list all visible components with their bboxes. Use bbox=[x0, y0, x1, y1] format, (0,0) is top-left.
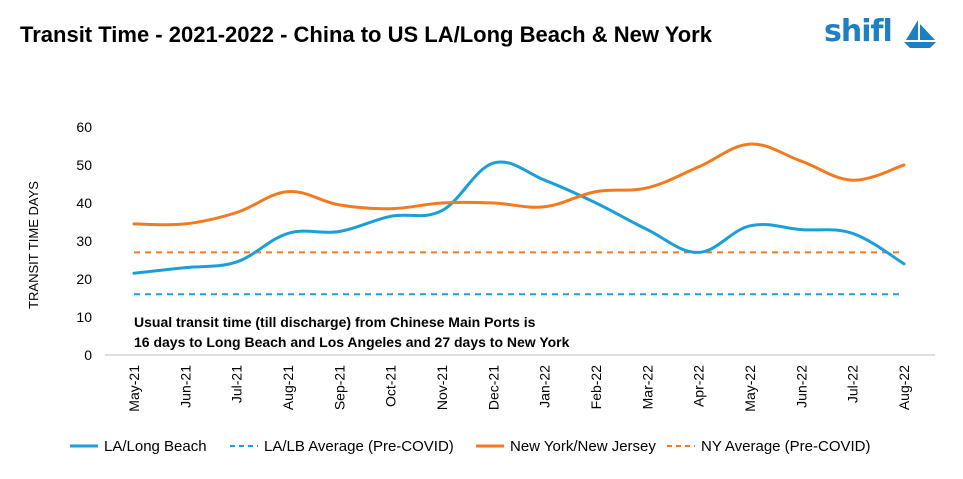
legend-item-la-long-beach: LA/Long Beach bbox=[70, 432, 207, 460]
legend-item-ny-average-pre-covid: NY Average (Pre-COVID) bbox=[667, 432, 871, 460]
x-tick-label: Feb-22 bbox=[588, 365, 604, 410]
x-tick-label: Aug-22 bbox=[896, 365, 912, 410]
legend: LA/Long Beach LA/LB Average (Pre-COVID) Ne… bbox=[0, 432, 963, 460]
legend-label: LA/LB Average (Pre-COVID) bbox=[264, 437, 454, 455]
y-tick-label: 60 bbox=[76, 119, 92, 135]
x-tick-label: May-21 bbox=[126, 365, 142, 412]
x-tick-label: Jun-22 bbox=[793, 365, 809, 408]
legend-label: LA/Long Beach bbox=[104, 437, 207, 455]
y-tick-label: 30 bbox=[76, 233, 92, 249]
chart-title: Transit Time - 2021-2022 - China to US L… bbox=[20, 22, 712, 47]
x-tick-label: Nov-21 bbox=[434, 365, 450, 410]
sailboat-icon bbox=[902, 18, 938, 55]
series-line-new-york-new-jersey bbox=[132, 142, 906, 227]
line-chart: 0 10 20 30 40 50 60 TRANSIT TIME DAYS May-21 Jun-… bbox=[26, 119, 935, 412]
y-tick-label: 20 bbox=[76, 271, 92, 287]
x-tick-label: Jul-21 bbox=[229, 365, 245, 403]
legend-item-la-lb-average-pre-covid: LA/LB Average (Pre-COVID) bbox=[230, 432, 454, 460]
legend-swatch bbox=[476, 444, 504, 448]
logo-text: shifl bbox=[824, 14, 893, 49]
x-tick-label: Sep-21 bbox=[331, 365, 347, 410]
x-tick-label: Jan-22 bbox=[537, 365, 553, 408]
annotation-text: 16 days to Long Beach and Los Angeles an… bbox=[134, 334, 570, 350]
y-tick-label: 40 bbox=[76, 195, 92, 211]
x-tick-label: Mar-22 bbox=[639, 365, 655, 410]
x-tick-label: Dec-21 bbox=[485, 365, 501, 410]
legend-label: New York/New Jersey bbox=[510, 437, 656, 455]
x-tick-label: Jul-22 bbox=[845, 365, 861, 403]
x-tick-label: Jun-21 bbox=[177, 365, 193, 408]
x-tick-label: May-22 bbox=[742, 365, 758, 412]
y-tick-label: 0 bbox=[84, 347, 92, 363]
annotation-text: Usual transit time (till discharge) from… bbox=[134, 314, 536, 330]
x-tick-label: Apr-22 bbox=[691, 365, 707, 407]
y-tick-label: 50 bbox=[76, 157, 92, 173]
legend-label: NY Average (Pre-COVID) bbox=[701, 437, 871, 455]
shifl-logo: shifl bbox=[824, 14, 942, 54]
x-tick-label: Oct-21 bbox=[383, 365, 399, 407]
legend-swatch bbox=[70, 444, 98, 448]
legend-item-new-york-new-jersey: New York/New Jersey bbox=[476, 432, 656, 460]
x-tick-label: Aug-21 bbox=[280, 365, 296, 410]
y-tick-label: 10 bbox=[76, 309, 92, 325]
legend-swatch bbox=[230, 445, 258, 447]
legend-swatch bbox=[667, 445, 695, 447]
series-line-la-long-beach bbox=[132, 160, 906, 275]
y-axis-label: TRANSIT TIME DAYS bbox=[26, 181, 41, 309]
